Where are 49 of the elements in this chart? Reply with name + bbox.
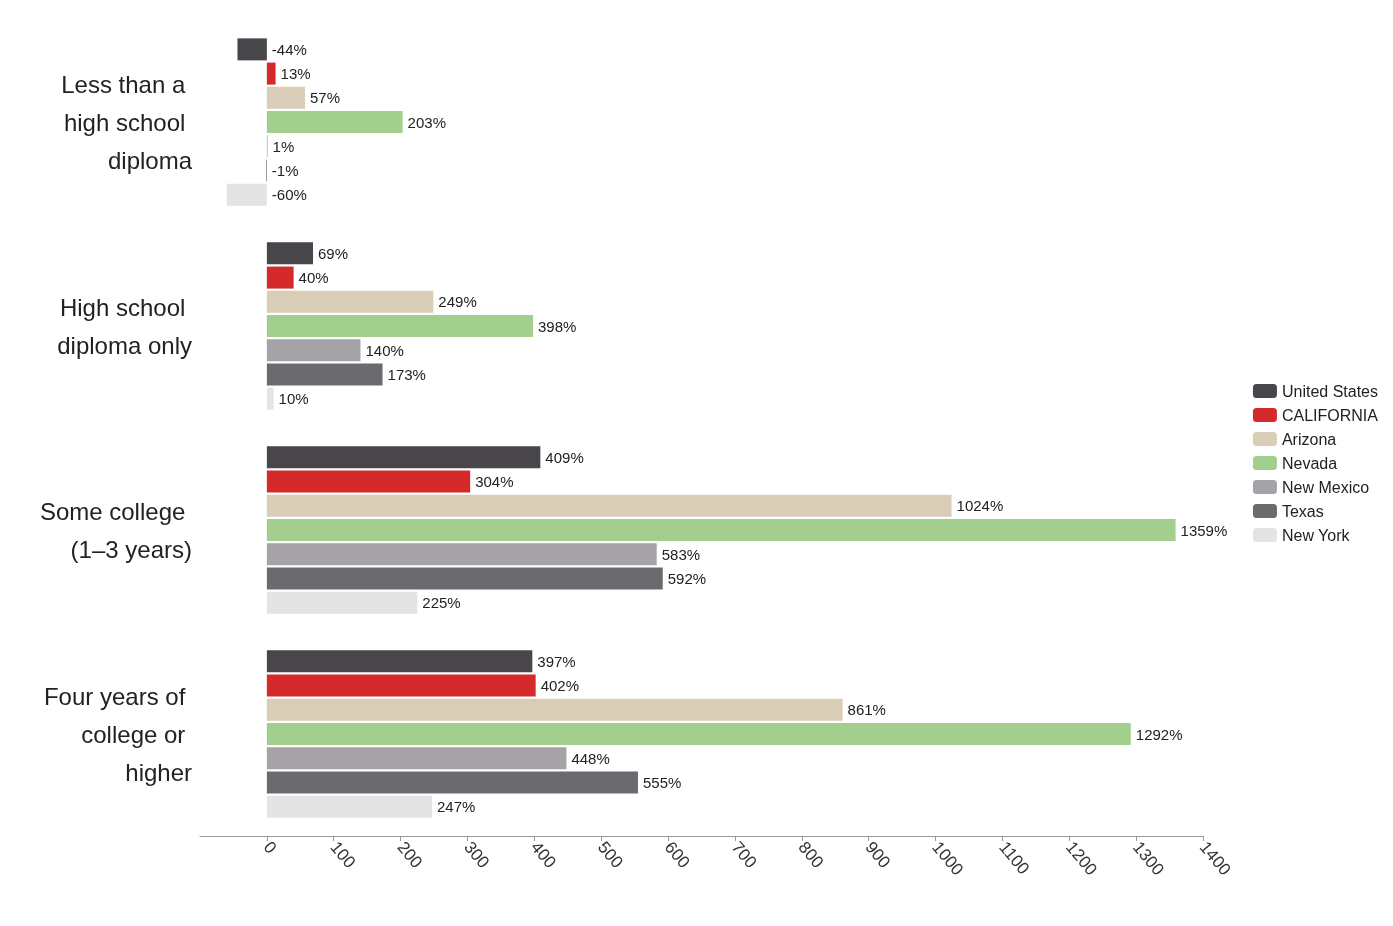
data-label: 203% (407, 113, 446, 131)
data-label: 57% (309, 89, 341, 107)
data-label: 583% (661, 545, 701, 563)
data-label: 398% (538, 317, 577, 335)
legend-label: New York (1281, 526, 1351, 544)
data-label: -44% (271, 40, 307, 58)
y-tick-label: Four years of college or higher (43, 682, 192, 786)
data-label: 1% (272, 137, 295, 155)
x-tick-label: 400 (527, 837, 560, 872)
y-tick-label: High school diploma only (57, 293, 192, 359)
legend-label: United States (1281, 382, 1379, 400)
legend-label: Arizona (1281, 430, 1337, 448)
x-tick-label: 900 (861, 837, 895, 872)
x-tick-label: 300 (460, 837, 493, 872)
data-label: 40% (298, 269, 329, 287)
x-tick-label: 500 (593, 837, 627, 872)
data-label: 409% (545, 448, 584, 466)
data-label: 13% (280, 65, 311, 83)
data-label: 592% (667, 569, 707, 587)
data-label: 861% (847, 701, 886, 719)
data-label: 1024% (956, 497, 1004, 515)
data-label: 69% (318, 244, 349, 262)
x-tick-label: 0 (259, 837, 281, 858)
data-label: 1292% (1135, 725, 1183, 743)
data-label: -1% (271, 161, 299, 179)
y-tick-label: Some college (1–3 years) (39, 497, 192, 563)
data-label: 225% (422, 594, 461, 612)
data-label: 247% (437, 798, 476, 816)
data-label: 555% (642, 773, 682, 791)
data-label: 1359% (1180, 521, 1228, 539)
data-label: 304% (475, 473, 514, 491)
legend-label: Texas (1281, 502, 1324, 520)
data-label: 140% (365, 341, 404, 359)
data-label: 249% (438, 293, 477, 311)
data-label: 397% (537, 652, 576, 670)
x-tick-label: 600 (660, 837, 694, 872)
x-tick-label: 700 (727, 837, 761, 872)
data-label: 402% (540, 677, 580, 695)
data-label: -60% (271, 186, 307, 204)
x-tick-label: 800 (794, 837, 828, 872)
data-label: 448% (571, 749, 610, 767)
y-tick-label: Less than a high school diploma (61, 70, 193, 174)
legend-label: CALIFORNIA (1281, 406, 1379, 424)
legend-label: Nevada (1281, 454, 1338, 472)
data-label: 10% (278, 390, 309, 408)
x-tick-label: 200 (393, 837, 427, 872)
legend-label: New Mexico (1281, 478, 1370, 496)
data-label: 173% (387, 365, 426, 383)
x-tick-label: 100 (326, 837, 360, 872)
